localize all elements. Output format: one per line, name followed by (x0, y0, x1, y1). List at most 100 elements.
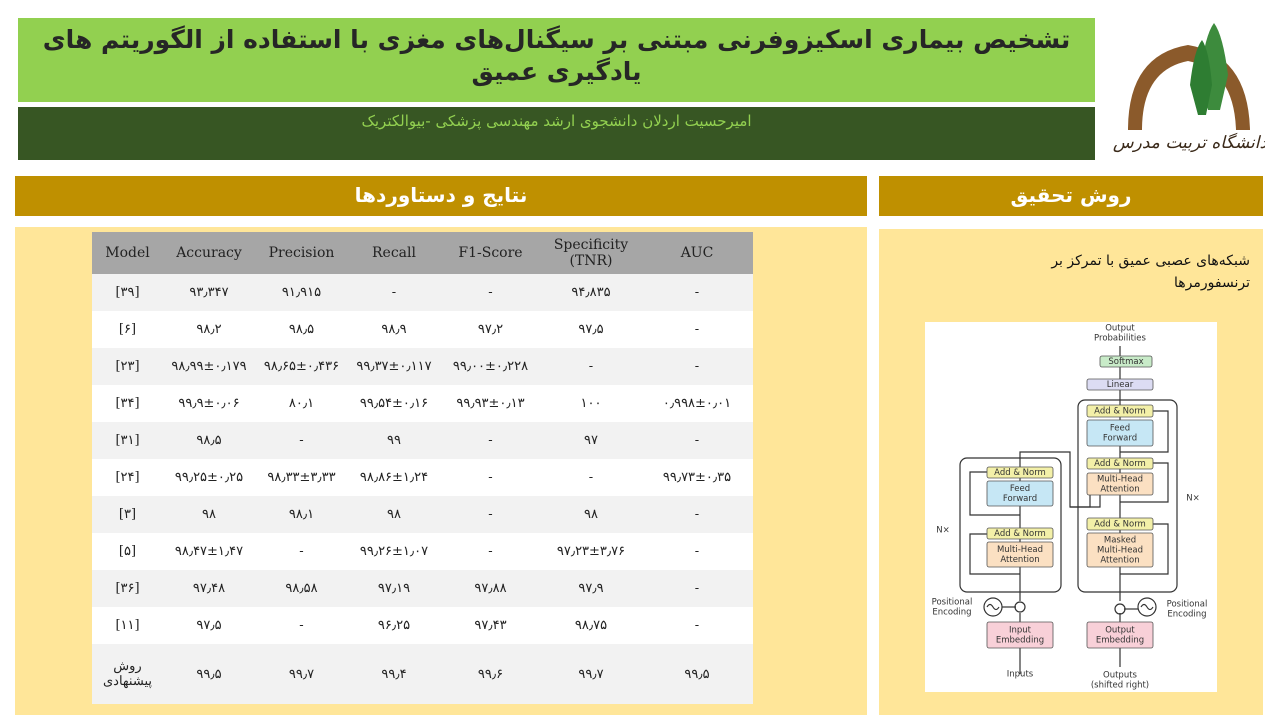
table-cell: - (641, 422, 753, 459)
table-cell: [۱۱] (92, 607, 163, 644)
results-heading: نتایج و دستاوردها (15, 176, 867, 216)
table-cell: [۵] (92, 533, 163, 570)
table-cell: ۹۹٫۷ (541, 644, 641, 704)
diagram-box (1086, 472, 1154, 496)
column-header: Specificity (TNR) (541, 232, 641, 274)
diagram-label: Attention (1000, 555, 1039, 565)
diagram-label: Multi-Head (997, 545, 1043, 555)
table-cell: ۹۸ (348, 496, 440, 533)
title: تشخیص بیماری اسکیزوفرنی مبتنی بر سیگنال‌… (18, 18, 1095, 102)
diagram-label: Feed (1110, 424, 1130, 434)
diagram-label: Encoding (932, 608, 971, 618)
table-cell: ۹۸٫۵۸ (255, 570, 348, 607)
diagram-box (1086, 419, 1154, 447)
table-cell: روش پیشنهادی (92, 644, 163, 704)
table-cell: - (440, 496, 541, 533)
table-cell: ۹۱٫۹۱۵ (255, 274, 348, 311)
table-cell: ۰٫۹۹۸±۰٫۰۱ (641, 385, 753, 422)
table-cell: - (440, 459, 541, 496)
table-cell: ۹۷٫۲۳±۳٫۷۶ (541, 533, 641, 570)
table-cell: ۹۷٫۴۳ (440, 607, 541, 644)
table-cell: ۹۸٫۵ (163, 422, 255, 459)
table-cell: [۳۶] (92, 570, 163, 607)
table-cell: ۹۹٫۶ (440, 644, 541, 704)
table-cell: ۹۹٫۷ (255, 644, 348, 704)
table-cell: - (348, 274, 440, 311)
table-cell: - (641, 496, 753, 533)
table-cell: ۹۶٫۲۵ (348, 607, 440, 644)
table-row: [۲۴] ۹۹٫۲۵±۰٫۲۵ ۹۸٫۳۳±۳٫۳۳ ۹۸٫۸۶±۱٫۲۴- -۹۹٫۷… (92, 459, 753, 496)
table-cell: ۹۹٫۵ (163, 644, 255, 704)
table-cell: ۹۸٫۸۶±۱٫۲۴ (348, 459, 440, 496)
diagram-label: Attention (1100, 485, 1139, 495)
table-cell: [۳۹] (92, 274, 163, 311)
diagram-label: Multi-Head (1097, 475, 1143, 485)
table-cell: ۹۹٫۴ (348, 644, 440, 704)
table-cell: ۹۹٫۷۳±۰٫۳۵ (641, 459, 753, 496)
results-table: Model Accuracy Precision Recall F1-Score Spec… (92, 232, 753, 704)
table-cell: - (641, 533, 753, 570)
diagram-label: Add & Norm (1094, 407, 1146, 417)
table-cell: ۹۷٫۵ (163, 607, 255, 644)
table-cell: ۹۳٫۳۴۷ (163, 274, 255, 311)
subtitle: امیرحسیت اردلان دانشجوی ارشد مهندسی پزشک… (18, 107, 1095, 160)
diagram-box (1086, 517, 1154, 531)
table-cell: [۲۴] (92, 459, 163, 496)
diagram-box (1086, 457, 1154, 470)
table-cell: - (440, 533, 541, 570)
logo-text: دانشگاه تربیت مدرس (1113, 132, 1265, 153)
diagram-box (986, 621, 1054, 649)
table-cell: ۹۸ (163, 496, 255, 533)
table-cell: ۹۷٫۲ (440, 311, 541, 348)
table-cell: ۹۷٫۹ (541, 570, 641, 607)
diagram-label: Masked (1104, 536, 1136, 546)
diagram-label: (shifted right) (1091, 681, 1149, 691)
table-cell: ۹۹٫۲۵±۰٫۲۵ (163, 459, 255, 496)
column-header: F1-Score (440, 232, 541, 274)
table-cell: [۳] (92, 496, 163, 533)
table-cell: - (641, 311, 753, 348)
table-cell: - (541, 348, 641, 385)
diagram-label: Feed (1010, 484, 1030, 494)
table-cell: - (255, 422, 348, 459)
table-cell: - (641, 570, 753, 607)
table-cell: ۹۹٫۲۶±۱٫۰۷ (348, 533, 440, 570)
table-cell: ۹۹٫۳۷±۰٫۱۱۷ (348, 348, 440, 385)
table-row: [۳] ۹۸ ۹۸٫۱ ۹۸-۹۸- (92, 496, 753, 533)
diagram-box (986, 527, 1054, 540)
diagram-label: Encoding (1167, 610, 1206, 620)
table-row: [۳۴] ۹۹٫۹±۰٫۰۶ ۸۰٫۱ ۹۹٫۵۴±۰٫۱۶ ۹۹٫۹۳±۰٫۱۳ ۱۰۰… (92, 385, 753, 422)
table-cell: ۹۸٫۲ (163, 311, 255, 348)
diagram-label: Attention (1100, 556, 1139, 566)
table-cell: ۹۸٫۷۵ (541, 607, 641, 644)
table-cell: ۹۹٫۹۳±۰٫۱۳ (440, 385, 541, 422)
diagram-label: Forward (1103, 434, 1137, 444)
table-cell: ۹۹ (348, 422, 440, 459)
table-cell: ۹۸ (541, 496, 641, 533)
table-row: [۳۶] ۹۷٫۴۸ ۹۸٫۵۸ ۹۷٫۱۹ ۹۷٫۸۸ ۹۷٫۹- (92, 570, 753, 607)
encoder-block (959, 457, 1062, 593)
diagram-label: Add & Norm (994, 468, 1046, 478)
table-cell: - (641, 348, 753, 385)
table-row: [۱۱] ۹۷٫۵-۹۶٫۲۵ ۹۷٫۴۳ ۹۸٫۷۵- (92, 607, 753, 644)
table-cell: ۹۸٫۳۳±۳٫۳۳ (255, 459, 348, 496)
table-cell: ۸۰٫۱ (255, 385, 348, 422)
diagram-label: Positional (932, 598, 973, 608)
table-cell: ۹۹٫۵۴±۰٫۱۶ (348, 385, 440, 422)
table-cell: ۹۷٫۵ (541, 311, 641, 348)
diagram-label: Add & Norm (1094, 459, 1146, 469)
diagram-label: Multi-Head (1097, 546, 1143, 556)
table-cell: ۹۸٫۵ (255, 311, 348, 348)
table-cell: [۳۴] (92, 385, 163, 422)
table-row: [۳۹] ۹۳٫۳۴۷ ۹۱٫۹۱۵- -۹۴٫۸۳۵- (92, 274, 753, 311)
diagram-box (1086, 404, 1154, 418)
column-header: Accuracy (163, 232, 255, 274)
column-header: Precision (255, 232, 348, 274)
table-cell: ۹۹٫۰۰±۰٫۲۲۸ (440, 348, 541, 385)
table-cell: - (440, 274, 541, 311)
column-header: Model (92, 232, 163, 274)
table-cell: - (440, 422, 541, 459)
table-row: [۶] ۹۸٫۲ ۹۸٫۵ ۹۸٫۹ ۹۷٫۲ ۹۷٫۵- (92, 311, 753, 348)
table-cell: ۹۸٫۶۵±۰٫۴۳۶ (255, 348, 348, 385)
